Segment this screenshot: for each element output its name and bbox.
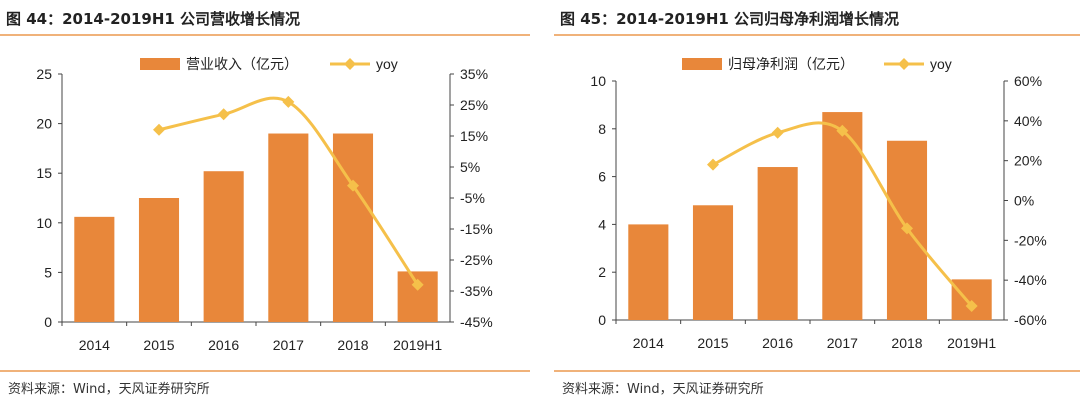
source-note: 资料来源：Wind，天风证券研究所 [8, 382, 210, 397]
chart-panel-revenue: 图 44：2014-2019H1 公司营收增长情况 0 5 10 15 20 25 -45%… [0, 0, 530, 401]
left-tick-label: 0 [44, 314, 52, 330]
yoy-marker [347, 179, 359, 192]
yoy-line [158, 96, 419, 286]
right-tick-label: 15% [460, 128, 488, 144]
bar-2016 [203, 171, 244, 322]
category-label: 2017 [827, 335, 858, 351]
legend-line-label: yoy [930, 56, 952, 72]
legend-line-marker [898, 58, 910, 70]
bar-2015 [692, 205, 734, 320]
yoy-marker [153, 123, 165, 136]
chart-panel-net-profit: 图 45：2014-2019H1 公司归母净利润增长情况 0 2 4 6 8 10 -60%… [554, 0, 1080, 401]
legend: 营业收入（亿元） yoy [140, 56, 398, 72]
legend-bar-swatch [140, 58, 180, 70]
right-tick-label: 20% [1014, 153, 1042, 169]
left-tick-label: 0 [598, 312, 606, 328]
left-tick-label: 5 [44, 264, 52, 280]
category-label: 2019H1 [947, 335, 996, 351]
figure-title: 图 45：2014-2019H1 公司归母净利润增长情况 [560, 10, 900, 28]
yoy-marker [411, 278, 424, 291]
source-note: 资料来源：Wind，天风证券研究所 [562, 382, 764, 397]
left-tick-label: 25 [36, 66, 52, 82]
right-tick-label: -5% [460, 190, 485, 206]
yoy-marker [965, 300, 978, 313]
legend: 归母净利润（亿元） yoy [682, 56, 952, 72]
category-label: 2019H1 [393, 337, 442, 353]
yoy-marker [282, 95, 295, 108]
legend-line-marker [344, 58, 356, 70]
yoy-marker [901, 222, 913, 235]
bottom-divider [0, 370, 530, 372]
right-tick-label: -60% [1014, 312, 1047, 328]
right-tick-label: 40% [1014, 113, 1042, 129]
left-tick-label: 6 [598, 169, 606, 185]
right-tick-label: 5% [460, 159, 480, 175]
legend-bar-label: 营业收入（亿元） [186, 56, 298, 72]
bar-2016 [757, 167, 798, 320]
bar-2019H1 [951, 279, 992, 320]
left-tick-label: 2 [598, 264, 606, 280]
yoy-marker [771, 126, 784, 139]
yoy-line [712, 121, 973, 308]
right-tick-label: -15% [460, 221, 493, 237]
legend-line-label: yoy [376, 56, 398, 72]
right-tick-label: 25% [460, 97, 488, 113]
category-label: 2016 [208, 337, 239, 353]
yoy-marker [217, 108, 230, 121]
legend-bar-label: 归母净利润（亿元） [728, 56, 854, 72]
left-tick-label: 15 [36, 165, 52, 181]
bar-2014 [74, 216, 115, 322]
bottom-divider [554, 370, 1080, 372]
left-tick-label: 4 [598, 216, 606, 232]
left-tick-label: 10 [36, 215, 52, 231]
category-label: 2015 [697, 335, 728, 351]
yoy-marker [707, 158, 719, 171]
bar-2015 [138, 198, 180, 322]
right-tick-label: -25% [460, 252, 493, 268]
revenue-chart: 0 5 10 15 20 25 -45% -35% -25% -15% -5% 5% 15% 25% 35%… [36, 56, 493, 353]
right-tick-label: 35% [460, 66, 488, 82]
category-label: 2014 [79, 337, 110, 353]
bar-2017 [268, 133, 309, 322]
left-tick-label: 10 [590, 73, 606, 89]
top-divider [0, 34, 530, 36]
right-tick-label: 0% [1014, 193, 1034, 209]
right-tick-label: -45% [460, 314, 493, 330]
category-label: 2018 [891, 335, 922, 351]
right-tick-label: 60% [1014, 73, 1042, 89]
category-label: 2016 [762, 335, 793, 351]
left-tick-label: 20 [36, 116, 52, 132]
top-divider [554, 34, 1080, 36]
category-label: 2017 [273, 337, 304, 353]
right-tick-label: -35% [460, 283, 493, 299]
bar-2014 [628, 224, 669, 320]
legend-bar-swatch [682, 58, 722, 70]
figure-title: 图 44：2014-2019H1 公司营收增长情况 [6, 10, 301, 28]
net-profit-chart: 0 2 4 6 8 10 -60% -40% -20% 0% 20% 40% 60% 2014 2015 20… [590, 56, 1047, 351]
right-tick-label: -40% [1014, 272, 1047, 288]
yoy-marker [836, 124, 849, 137]
left-tick-label: 8 [598, 121, 606, 137]
category-label: 2015 [143, 337, 174, 353]
category-label: 2014 [633, 335, 664, 351]
bar-2018 [332, 133, 374, 322]
right-tick-label: -20% [1014, 232, 1047, 248]
category-label: 2018 [337, 337, 368, 353]
